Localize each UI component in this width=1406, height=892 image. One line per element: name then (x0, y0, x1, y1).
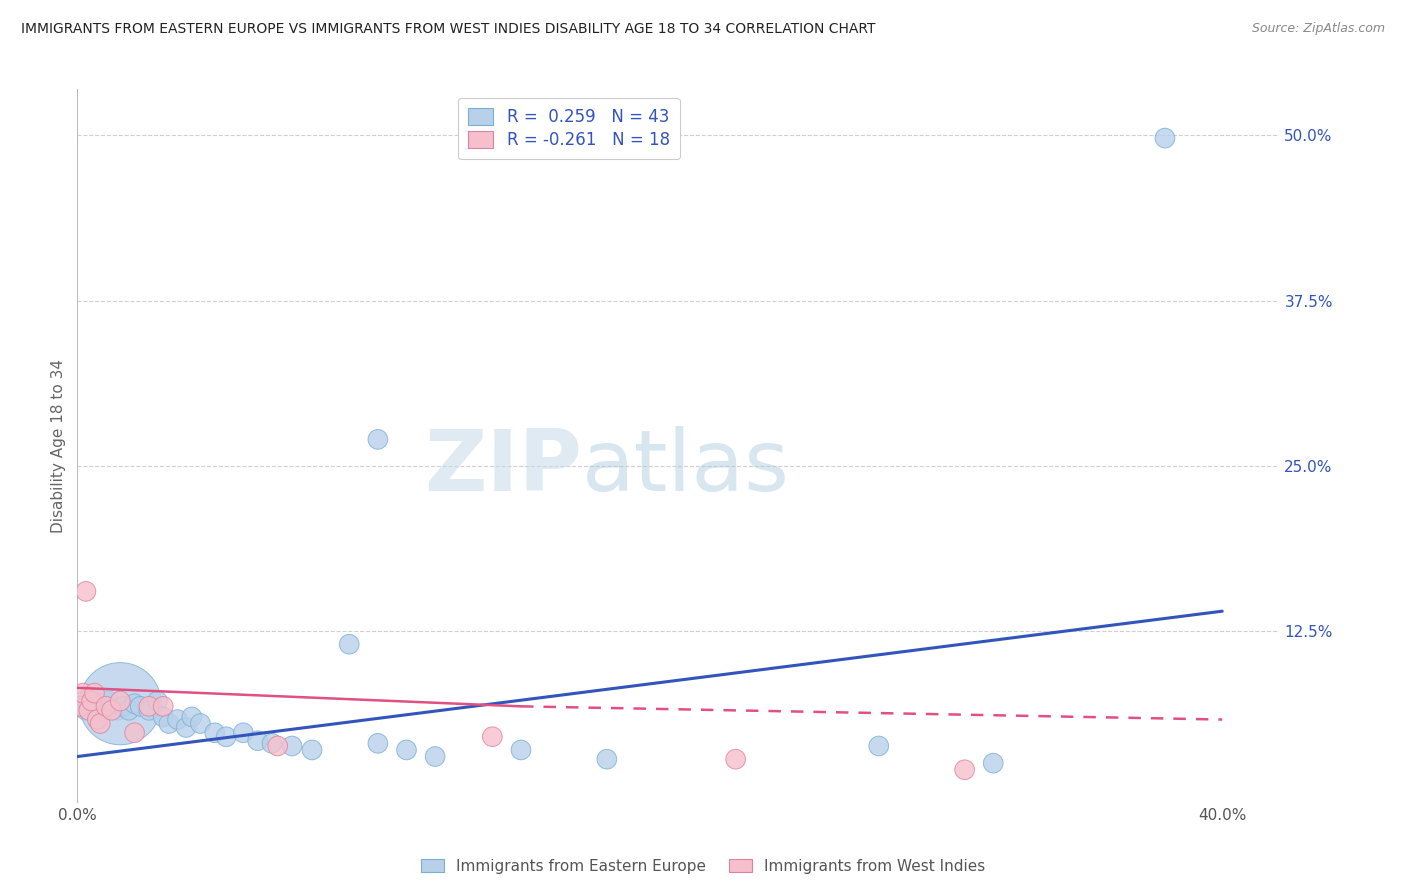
Point (112, 699, 135, 714)
Point (596, 752, 619, 766)
Point (953, 763, 976, 777)
Point (124, 697, 146, 711)
Point (367, 433, 389, 447)
Point (190, 716, 212, 731)
Point (166, 713, 188, 727)
Point (157, 716, 180, 731)
Point (423, 749, 446, 764)
Point (174, 721, 197, 735)
Point (80, 694, 103, 708)
Point (152, 710, 174, 724)
Point (86, 703, 108, 717)
Point (118, 703, 141, 717)
Point (301, 743, 323, 757)
Point (83, 686, 105, 700)
Point (100, 703, 122, 717)
Point (69, 699, 91, 714)
Text: atlas: atlas (582, 425, 790, 509)
Point (260, 736, 283, 750)
Legend: R =  0.259   N = 43, R = -0.261   N = 18: R = 0.259 N = 43, R = -0.261 N = 18 (458, 97, 679, 159)
Point (72, 686, 94, 700)
Point (267, 739, 290, 753)
Text: ZIP: ZIP (425, 425, 582, 509)
Point (510, 743, 533, 757)
Text: IMMIGRANTS FROM EASTERN EUROPE VS IMMIGRANTS FROM WEST INDIES DISABILITY AGE 18 : IMMIGRANTS FROM EASTERN EUROPE VS IMMIGR… (21, 22, 876, 37)
Point (367, 736, 389, 750)
Point (180, 710, 202, 724)
Point (69, 699, 91, 714)
Point (124, 725, 146, 739)
Point (110, 694, 132, 708)
Y-axis label: Disability Age 18 to 34: Disability Age 18 to 34 (51, 359, 66, 533)
Point (75, 703, 97, 717)
Point (77, 697, 100, 711)
Point (110, 697, 132, 711)
Point (395, 743, 418, 757)
Point (83, 694, 105, 708)
Point (724, 752, 747, 766)
Point (868, 739, 890, 753)
Point (246, 733, 269, 747)
Point (481, 730, 503, 744)
Point (215, 730, 238, 744)
Point (80, 699, 103, 714)
Point (281, 739, 304, 753)
Point (129, 699, 152, 714)
Text: Source: ZipAtlas.com: Source: ZipAtlas.com (1251, 22, 1385, 36)
Point (97, 694, 120, 708)
Point (1154, 131, 1177, 145)
Point (146, 694, 169, 708)
Point (77, 703, 100, 717)
Point (337, 637, 360, 651)
Point (91, 699, 114, 714)
Point (204, 725, 226, 739)
Point (100, 699, 122, 714)
Point (75, 584, 97, 599)
Point (94, 699, 117, 714)
Point (981, 756, 1004, 771)
Point (72, 694, 94, 708)
Point (89, 716, 111, 731)
Point (89, 697, 111, 711)
Point (107, 703, 129, 717)
Point (138, 699, 160, 714)
Point (232, 725, 254, 739)
Point (86, 713, 108, 727)
Point (94, 703, 117, 717)
Point (138, 703, 160, 717)
Legend: Immigrants from Eastern Europe, Immigrants from West Indies: Immigrants from Eastern Europe, Immigran… (415, 853, 991, 880)
Point (152, 699, 174, 714)
